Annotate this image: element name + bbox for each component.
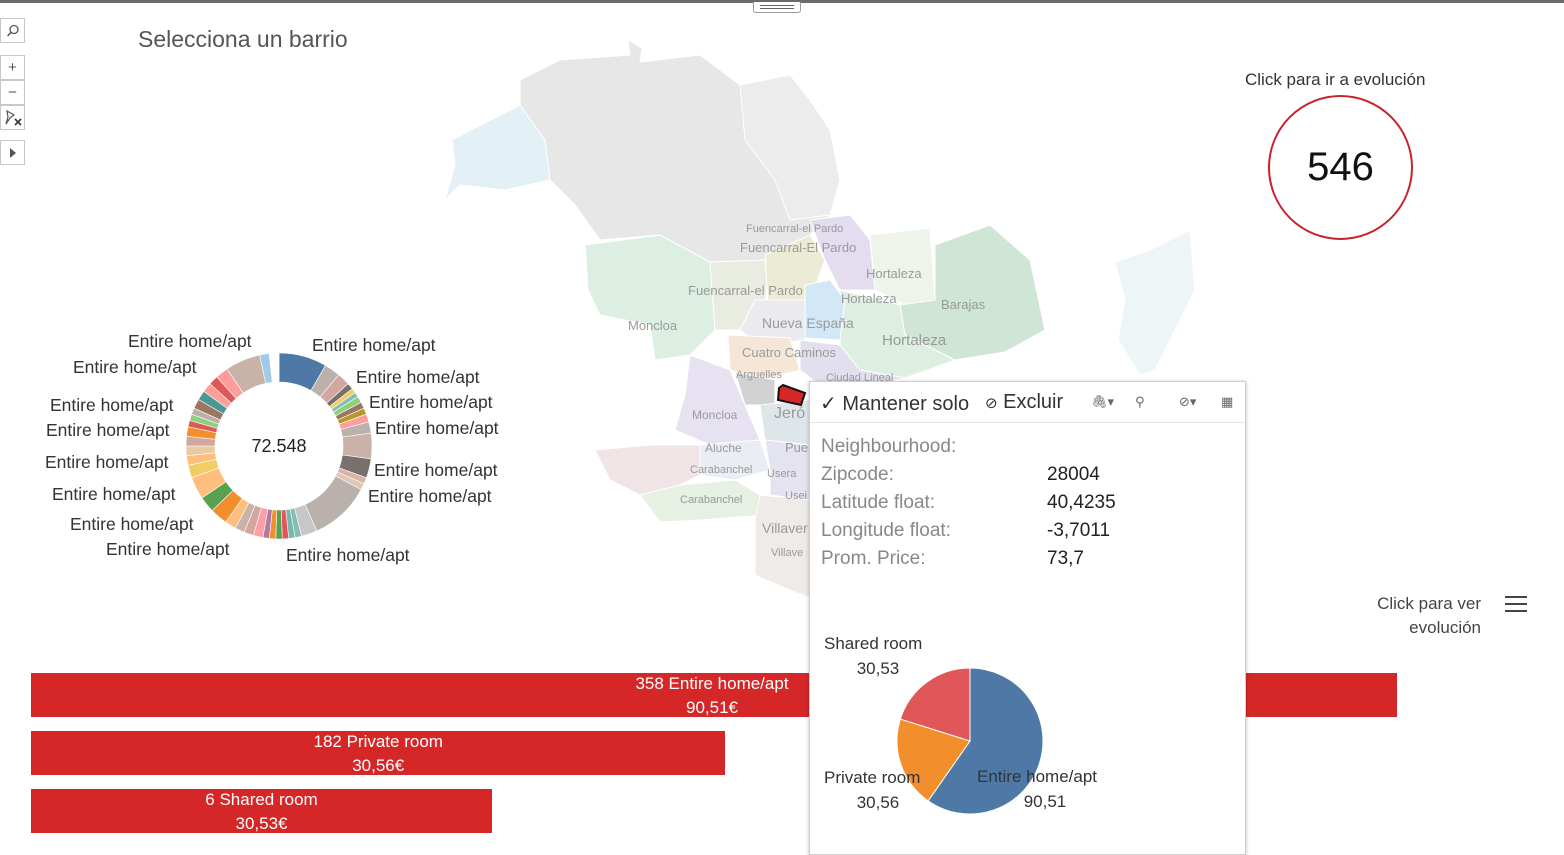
tooltip-actions: ✓ Mantener solo ⊘ Excluir 🖇▾ ⚲ ⊘▾ ▦ (810, 382, 1245, 423)
map-label: Villaver (762, 520, 808, 536)
bar-2[interactable]: 6 Shared room 30,53€ (31, 789, 492, 833)
map-label: Jeró (774, 405, 805, 422)
pie-label-shared-room: Shared room (824, 634, 923, 653)
map-region-east-island[interactable] (1114, 229, 1196, 376)
bar-count-label: 358 Entire home/apt (635, 674, 789, 693)
search-icon[interactable] (0, 18, 25, 43)
bar-price-label: 90,51€ (686, 698, 738, 717)
top-border (0, 0, 1564, 3)
donut-label: Entire home/apt (286, 545, 410, 565)
exclude-button[interactable]: ⊘ Excluir (985, 391, 1064, 413)
donut-label: Entire home/apt (46, 420, 170, 440)
map-label: Usei (785, 490, 807, 502)
map-label: Carabanchel (690, 464, 752, 476)
tooltip-field-key: Zipcode: (821, 464, 894, 485)
bar-price-label: 30,56€ (352, 756, 405, 775)
donut-label: Entire home/apt (70, 514, 194, 534)
selected-neighbourhood[interactable] (776, 383, 807, 407)
tooltip-field-value: 73,7 (1047, 548, 1084, 569)
map-region-northeast[interactable] (739, 74, 841, 221)
pin-reset-icon[interactable] (0, 105, 25, 130)
donut-label: Entire home/apt (52, 484, 176, 504)
donut-label: Entire home/apt (368, 486, 492, 506)
keep-only-button[interactable]: ✓ Mantener solo (820, 393, 970, 415)
map-label: Aluche (705, 441, 742, 455)
view-data-icon[interactable]: ▦ (1221, 394, 1234, 409)
map-label: Hortaleza (866, 266, 922, 281)
map-region-west-light[interactable] (443, 104, 551, 202)
donut-label: Entire home/apt (106, 539, 230, 559)
map-region-cuatro-caminos[interactable] (727, 334, 801, 381)
map-label: Barajas (941, 297, 986, 312)
pie-label-entire-home: Entire home/apt (977, 767, 1098, 786)
map-label: Villave (771, 547, 803, 559)
map-label: Moncloa (692, 408, 738, 422)
map-label: Cuatro Caminos (742, 345, 836, 360)
tooltip-field-key: Longitude float: (821, 520, 951, 541)
paperclip-icon[interactable]: 🖇▾ (1091, 394, 1115, 409)
drag-handle[interactable] (753, 2, 801, 13)
donut-center-value: 72.548 (251, 436, 307, 456)
donut-label: Entire home/apt (73, 357, 197, 377)
play-arrow-icon[interactable] (0, 140, 25, 165)
map-label: Fuencarral-el Pardo (746, 223, 843, 235)
hamburger-menu-icon[interactable] (1505, 596, 1527, 612)
map-label: Hortaleza (882, 332, 947, 349)
map-label: Arguelles (736, 369, 782, 381)
tooltip-field-key: Prom. Price: (821, 548, 926, 569)
bar-1[interactable]: 182 Private room 30,56€ (31, 731, 726, 775)
lightbulb-icon[interactable]: ⚲ (1135, 394, 1145, 409)
evolution-caption-line1: Click para ver (1377, 594, 1481, 613)
bar-count-label: 6 Shared room (205, 790, 318, 809)
kpi-ring-button[interactable]: 546 (1268, 95, 1413, 240)
map-label: Fuencarral-El Pardo (740, 240, 856, 255)
donut-label: Entire home/apt (375, 418, 499, 438)
map-label: Pue (785, 440, 808, 455)
tooltip-field-key: Neighbourhood: (821, 436, 957, 457)
pie-slice-0[interactable] (927, 667, 1044, 815)
pie-value-entire-home: 90,51 (1023, 792, 1067, 811)
tooltip-field-value: 28004 (1047, 464, 1100, 485)
evolution-caption-line2: evolución (1409, 618, 1481, 637)
zoom-out-button[interactable]: − (0, 80, 25, 105)
pie-slice-1[interactable] (896, 718, 971, 802)
donut-label: Entire home/apt (356, 367, 480, 387)
donut-label: Entire home/apt (45, 452, 169, 472)
pie-value-private-room: 30,56 (856, 793, 900, 812)
map-label: Carabanchel (680, 494, 742, 506)
donut-label: Entire home/apt (128, 331, 252, 351)
evolution-caption[interactable]: Click para ver evolución (1340, 592, 1481, 640)
group-icon[interactable]: ⊘▾ (1179, 394, 1197, 409)
tooltip-field-key: Latitude float: (821, 492, 936, 513)
map-label: Fuencarral-el Pardo (688, 283, 803, 298)
map-label: Moncloa (628, 318, 678, 333)
zoom-in-button[interactable]: + (0, 55, 25, 80)
pie-slice-2[interactable] (899, 667, 971, 742)
donut-label: Entire home/apt (50, 395, 174, 415)
map-region-moncloa-north[interactable] (584, 234, 716, 361)
map-label: Nueva España (762, 315, 854, 331)
kpi-caption: Click para ir a evolución (1245, 70, 1426, 89)
map-region-carabanchel[interactable] (594, 444, 701, 496)
map-label: Usera (767, 468, 797, 480)
tooltip-field-value: -3,7011 (1047, 520, 1111, 541)
page-title: Selecciona un barrio (138, 26, 348, 52)
map-region-barajas[interactable] (899, 224, 1046, 361)
donut-label: Entire home/apt (374, 460, 498, 480)
tooltip-field-value: 40,4235 (1047, 492, 1116, 513)
donut-slice[interactable] (268, 352, 280, 383)
bar-price-label: 30,53€ (235, 814, 288, 833)
map-label: Hortaleza (841, 291, 897, 306)
donut-label: Entire home/apt (312, 335, 436, 355)
pie-value-shared-room: 30,53 (856, 659, 900, 678)
kpi-value: 546 (1307, 145, 1374, 189)
pie-label-private-room: Private room (824, 768, 921, 787)
bar-count-label: 182 Private room (313, 732, 443, 751)
donut-label: Entire home/apt (369, 392, 493, 412)
